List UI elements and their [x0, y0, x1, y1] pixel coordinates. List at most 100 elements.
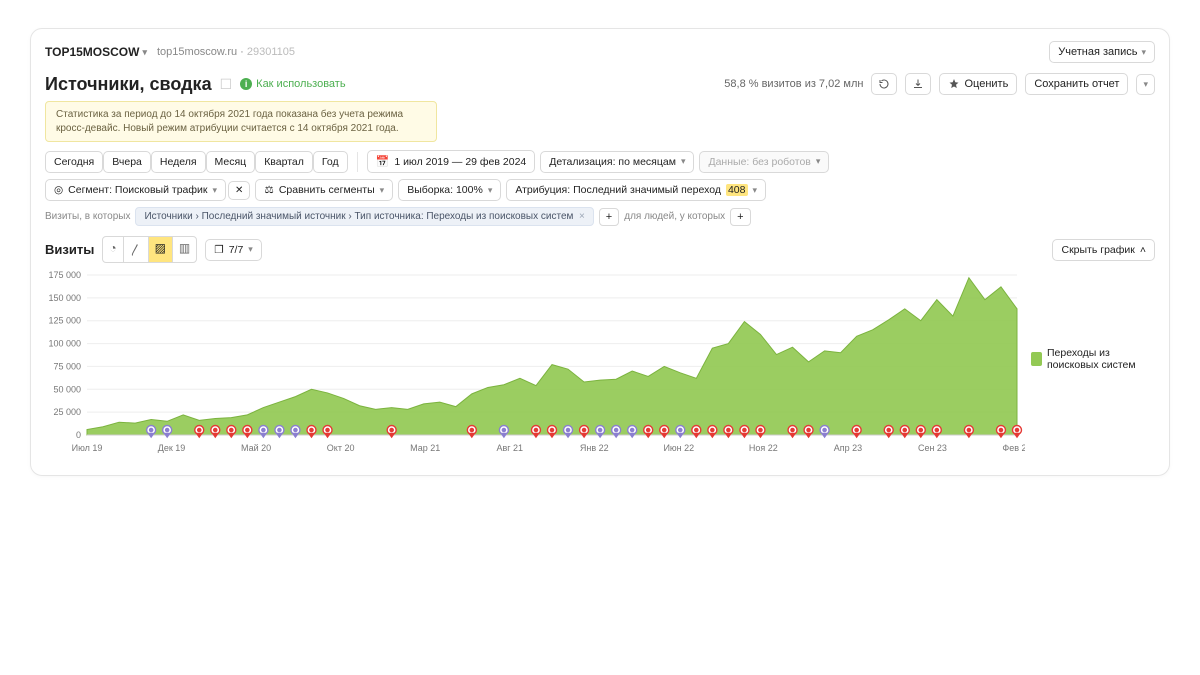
- export-button[interactable]: [905, 73, 931, 95]
- chevron-down-icon: ▾: [1143, 79, 1148, 90]
- report-card: TOP15MOSCOW ▾ top15moscow.ru · 29301105 …: [30, 28, 1170, 476]
- svg-text:0: 0: [76, 430, 81, 440]
- sample-text: Выборка: 100%: [407, 184, 483, 196]
- project-domain: top15moscow.ru · 29301105: [157, 46, 295, 58]
- area-view[interactable]: ▨: [148, 236, 173, 263]
- chevron-down-icon: ▾: [753, 185, 758, 196]
- chevron-down-icon: ▾: [212, 185, 217, 196]
- period-Год[interactable]: Год: [313, 151, 348, 173]
- series-count: 7/7: [229, 244, 244, 256]
- segment-text: Сегмент: Поисковый трафик: [68, 184, 207, 196]
- period-Вчера[interactable]: Вчера: [103, 151, 151, 173]
- svg-text:Окт 20: Окт 20: [327, 443, 355, 453]
- chevron-down-icon: ▾: [380, 185, 385, 196]
- chevron-down-icon: ▾: [1141, 47, 1146, 58]
- help-link[interactable]: i Как использовать: [240, 78, 345, 90]
- chevron-down-icon: ▾: [248, 244, 253, 255]
- segment-clear[interactable]: ✕: [228, 181, 250, 200]
- topbar: TOP15MOSCOW ▾ top15moscow.ru · 29301105 …: [45, 41, 1155, 63]
- svg-text:Ноя 22: Ноя 22: [749, 443, 778, 453]
- data-filter-dropdown[interactable]: Данные: без роботов ▾: [699, 151, 829, 173]
- chart-wrap: 025 00050 00075 000100 000125 000150 000…: [45, 267, 1155, 457]
- rate-label: Оценить: [964, 78, 1008, 90]
- period-Сегодня[interactable]: Сегодня: [45, 151, 103, 173]
- svg-text:Фев 24: Фев 24: [1002, 443, 1025, 453]
- segment-row: ◎ Сегмент: Поисковый трафик ▾ ✕ ⚖ Сравни…: [45, 179, 1155, 201]
- chevron-up-icon: ˄: [1140, 244, 1146, 256]
- legend-swatch: [1031, 352, 1042, 366]
- detail-dropdown[interactable]: Детализация: по месяцам ▾: [540, 151, 694, 173]
- series-selector[interactable]: ❐ 7/7 ▾: [205, 239, 262, 261]
- hide-chart-button[interactable]: Скрыть график ˄: [1052, 239, 1155, 261]
- svg-text:Сен 23: Сен 23: [918, 443, 947, 453]
- pie-view[interactable]: ◔: [102, 236, 123, 263]
- detail-text: Детализация: по месяцам: [549, 156, 676, 168]
- refresh-button[interactable]: [871, 73, 897, 95]
- account-label: Учетная запись: [1058, 46, 1137, 58]
- svg-text:Янв 22: Янв 22: [580, 443, 609, 453]
- separator: [357, 152, 358, 172]
- chart-area: 025 00050 00075 000100 000125 000150 000…: [45, 267, 1025, 457]
- svg-text:Мар 21: Мар 21: [410, 443, 440, 453]
- save-label: Сохранить отчет: [1034, 78, 1119, 90]
- period-row: СегодняВчераНеделяМесяцКварталГод 📅 1 ию…: [45, 150, 1155, 173]
- compare-segments-dropdown[interactable]: ⚖ Сравнить сегменты ▾: [255, 179, 393, 201]
- save-report-button[interactable]: Сохранить отчет: [1025, 73, 1128, 95]
- attribution-dropdown[interactable]: Атрибуция: Последний значимый переход 40…: [506, 179, 766, 201]
- svg-text:Июн 22: Июн 22: [663, 443, 694, 453]
- chart-toolbar: Визиты ◔ 〳 ▨ ▥ ❐ 7/7 ▾ Скрыть график ˄: [45, 236, 1155, 263]
- visits-filter-label: Визиты, в которых: [45, 211, 130, 222]
- info-icon: i: [240, 78, 252, 90]
- account-dropdown[interactable]: Учетная запись ▾: [1049, 41, 1155, 63]
- project-selector[interactable]: TOP15MOSCOW ▾: [45, 45, 147, 59]
- filter-row: Визиты, в которых Источники › Последний …: [45, 207, 1155, 226]
- svg-text:150 000: 150 000: [48, 293, 81, 303]
- project-name: TOP15MOSCOW: [45, 45, 139, 59]
- chevron-down-icon: ▾: [681, 156, 686, 167]
- svg-text:Апр 23: Апр 23: [834, 443, 862, 453]
- period-Квартал[interactable]: Квартал: [255, 151, 313, 173]
- svg-text:Авг 21: Авг 21: [496, 443, 523, 453]
- chevron-down-icon: ▾: [488, 185, 493, 196]
- compare-icon: ⚖: [264, 184, 273, 196]
- calendar-icon: 📅: [376, 155, 390, 168]
- add-visit-filter[interactable]: +: [599, 208, 619, 226]
- date-range-text: 1 июл 2019 — 29 фев 2024: [394, 156, 526, 168]
- chevron-down-icon: ▾: [142, 47, 147, 58]
- bookmark-icon[interactable]: ☐: [220, 76, 233, 93]
- layers-icon: ❐: [214, 244, 223, 256]
- svg-text:Дек 19: Дек 19: [158, 443, 186, 453]
- remove-filter[interactable]: ×: [579, 211, 585, 222]
- period-Неделя[interactable]: Неделя: [151, 151, 206, 173]
- date-range-picker[interactable]: 📅 1 июл 2019 — 29 фев 2024: [367, 150, 536, 173]
- sample-dropdown[interactable]: Выборка: 100% ▾: [398, 179, 501, 201]
- segment-dropdown[interactable]: ◎ Сегмент: Поисковый трафик ▾: [45, 179, 226, 201]
- svg-text:50 000: 50 000: [53, 384, 81, 394]
- save-report-more[interactable]: ▾: [1136, 74, 1155, 95]
- legend-item[interactable]: Переходы из поисковых систем: [1031, 347, 1155, 371]
- filter-chip-text: Источники › Последний значимый источник …: [144, 211, 573, 222]
- add-people-filter[interactable]: +: [730, 208, 750, 226]
- area-chart: 025 00050 00075 000100 000125 000150 000…: [45, 267, 1025, 457]
- svg-text:175 000: 175 000: [48, 270, 81, 280]
- bar-view[interactable]: ▥: [172, 236, 197, 263]
- help-text: Как использовать: [256, 78, 345, 90]
- svg-text:100 000: 100 000: [48, 339, 81, 349]
- rate-button[interactable]: Оценить: [939, 73, 1017, 95]
- title-row: Источники, сводка ☐ i Как использовать 5…: [45, 73, 1155, 95]
- chart-legend: Переходы из поисковых систем: [1031, 267, 1155, 457]
- domain-text: top15moscow.ru: [157, 46, 237, 58]
- filter-chip[interactable]: Источники › Последний значимый источник …: [135, 207, 593, 226]
- compare-text: Сравнить сегменты: [279, 184, 375, 196]
- line-view[interactable]: 〳: [123, 236, 149, 263]
- period-Месяц[interactable]: Месяц: [206, 151, 256, 173]
- people-filter-label: для людей, у которых: [624, 211, 725, 222]
- chevron-down-icon: ▾: [816, 156, 821, 167]
- data-filter-text: Данные: без роботов: [708, 156, 810, 168]
- svg-text:25 000: 25 000: [53, 407, 81, 417]
- attribution-badge: 408: [726, 184, 748, 196]
- svg-text:75 000: 75 000: [53, 361, 81, 371]
- counter-id: 29301105: [247, 46, 295, 58]
- cross-device-notice: Статистика за период до 14 октября 2021 …: [45, 101, 437, 142]
- visits-summary: 58,8 % визитов из 7,02 млн: [724, 78, 863, 90]
